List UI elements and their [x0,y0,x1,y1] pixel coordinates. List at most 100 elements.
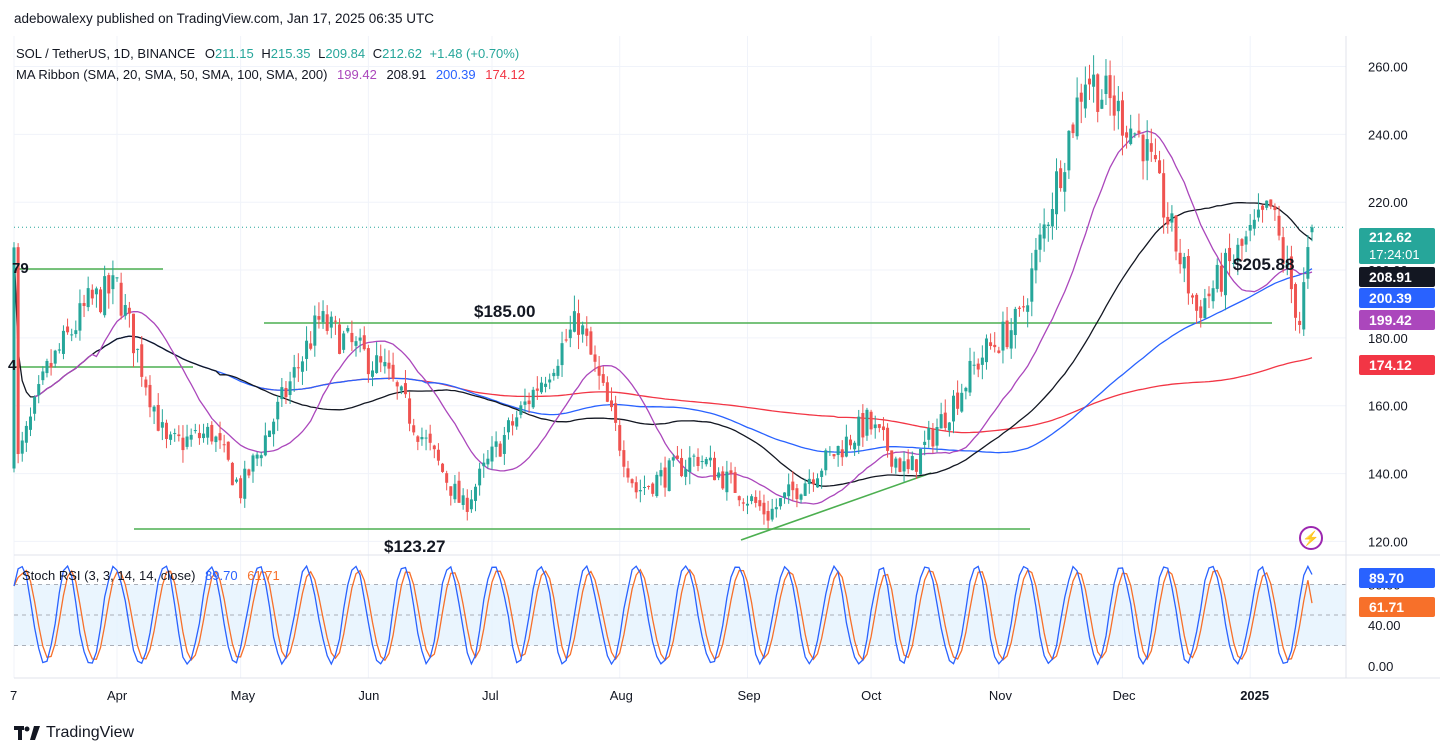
candle-body [482,462,486,467]
candle-body [770,508,774,520]
candle-body [1075,97,1079,137]
sma20-value: 199.42 [337,67,377,82]
candle-body [309,343,313,349]
candle-body [527,400,531,405]
candle-body [919,448,923,475]
candle-body [795,488,799,500]
sma100-value: 200.39 [435,67,476,82]
ma-ribbon-legend[interactable]: MA Ribbon (SMA, 20, SMA, 50, SMA, 100, S… [16,67,525,82]
candle-body [671,457,675,461]
candle-body [313,315,317,346]
close-label: C [372,46,383,61]
price-tick-label: 140.00 [1368,467,1408,482]
candle-body [568,329,572,339]
candle-body [836,445,840,455]
candle-body [1236,244,1240,262]
candle-body [539,382,543,393]
candle-body [1100,99,1104,109]
candle-body [1302,282,1306,330]
candle-body [980,357,984,365]
candle-body [403,383,407,395]
candle-body [807,478,811,485]
candle-body [717,472,721,478]
candle-body [160,422,164,428]
candle-body [622,450,626,467]
candle-body [593,354,597,362]
candle-body [597,366,601,376]
candle-body [1055,171,1059,215]
candle-body [1092,74,1096,87]
publisher-line: adebowalexy published on TradingView.com… [14,11,435,26]
candle-body [272,421,276,435]
candle-body [824,450,828,471]
stoch-rsi-label: Stoch RSI (3, 3, 14, 14, close) [22,568,196,583]
candle-body [1158,160,1162,174]
candle-body [890,450,894,467]
candle-body [1030,268,1034,302]
candle-body [766,511,770,521]
candle-body [111,275,115,290]
candle-body [1261,205,1265,210]
candle-body [239,478,243,499]
candle-body [511,421,515,426]
candle-body [61,330,65,354]
candle-body [914,459,918,472]
candle-body [333,320,337,322]
candle-body [960,392,964,412]
candle-body [1067,130,1071,171]
candle-body [515,417,519,427]
candle-body [164,422,168,440]
candle-body [1017,307,1021,309]
candle-body [935,427,939,446]
candle-body [947,422,951,431]
candle-body [1087,78,1091,85]
candle-body [74,330,78,335]
candle-body [494,441,498,447]
candle-body [952,395,956,422]
symbol-legend[interactable]: SOL / TetherUS, 1D, BINANCE O211.15 H215… [16,46,519,61]
candle-body [976,363,980,370]
candle-body [1038,234,1042,250]
time-tick-label: 7 [10,688,17,703]
candle-body [276,401,280,420]
candle-body [189,434,193,440]
candle-body [1195,294,1199,311]
time-tick-label: Jun [358,688,379,703]
candle-body [585,328,589,336]
candle-body [1244,236,1248,245]
candle-body [984,338,988,363]
candle-body [449,486,453,496]
candle-body [1050,209,1054,227]
candle-body [321,311,325,323]
candle-body [1034,249,1038,271]
candle-body [305,340,309,359]
candle-body [581,325,585,335]
candle-body [408,398,412,424]
candle-body [1125,132,1129,138]
candle-body [601,374,605,383]
candle-body [416,436,420,442]
candle-body [432,445,436,450]
candle-body [931,429,935,447]
candle-body [461,495,465,506]
candle-body [1104,75,1108,94]
candle-body [1149,143,1153,152]
candle-body [688,457,692,472]
candle-body [465,497,469,512]
change-value: +1.48 (+0.70%) [429,46,520,61]
stoch-rsi-legend[interactable]: Stoch RSI (3, 3, 14, 14, close) 89.70 61… [22,568,280,583]
candle-body [609,400,613,408]
lightning-icon[interactable]: ⚡ [1299,526,1323,550]
candle-body [235,479,239,482]
sma50-value: 208.91 [386,67,427,82]
candle-body [531,389,535,408]
candle-body [1191,295,1195,298]
candle-body [1310,227,1314,233]
candle-body [197,432,201,439]
candle-body [53,350,57,364]
candle-body [391,364,395,379]
candle-body [956,392,960,409]
candle-body [296,367,300,369]
candle-body [263,435,267,456]
